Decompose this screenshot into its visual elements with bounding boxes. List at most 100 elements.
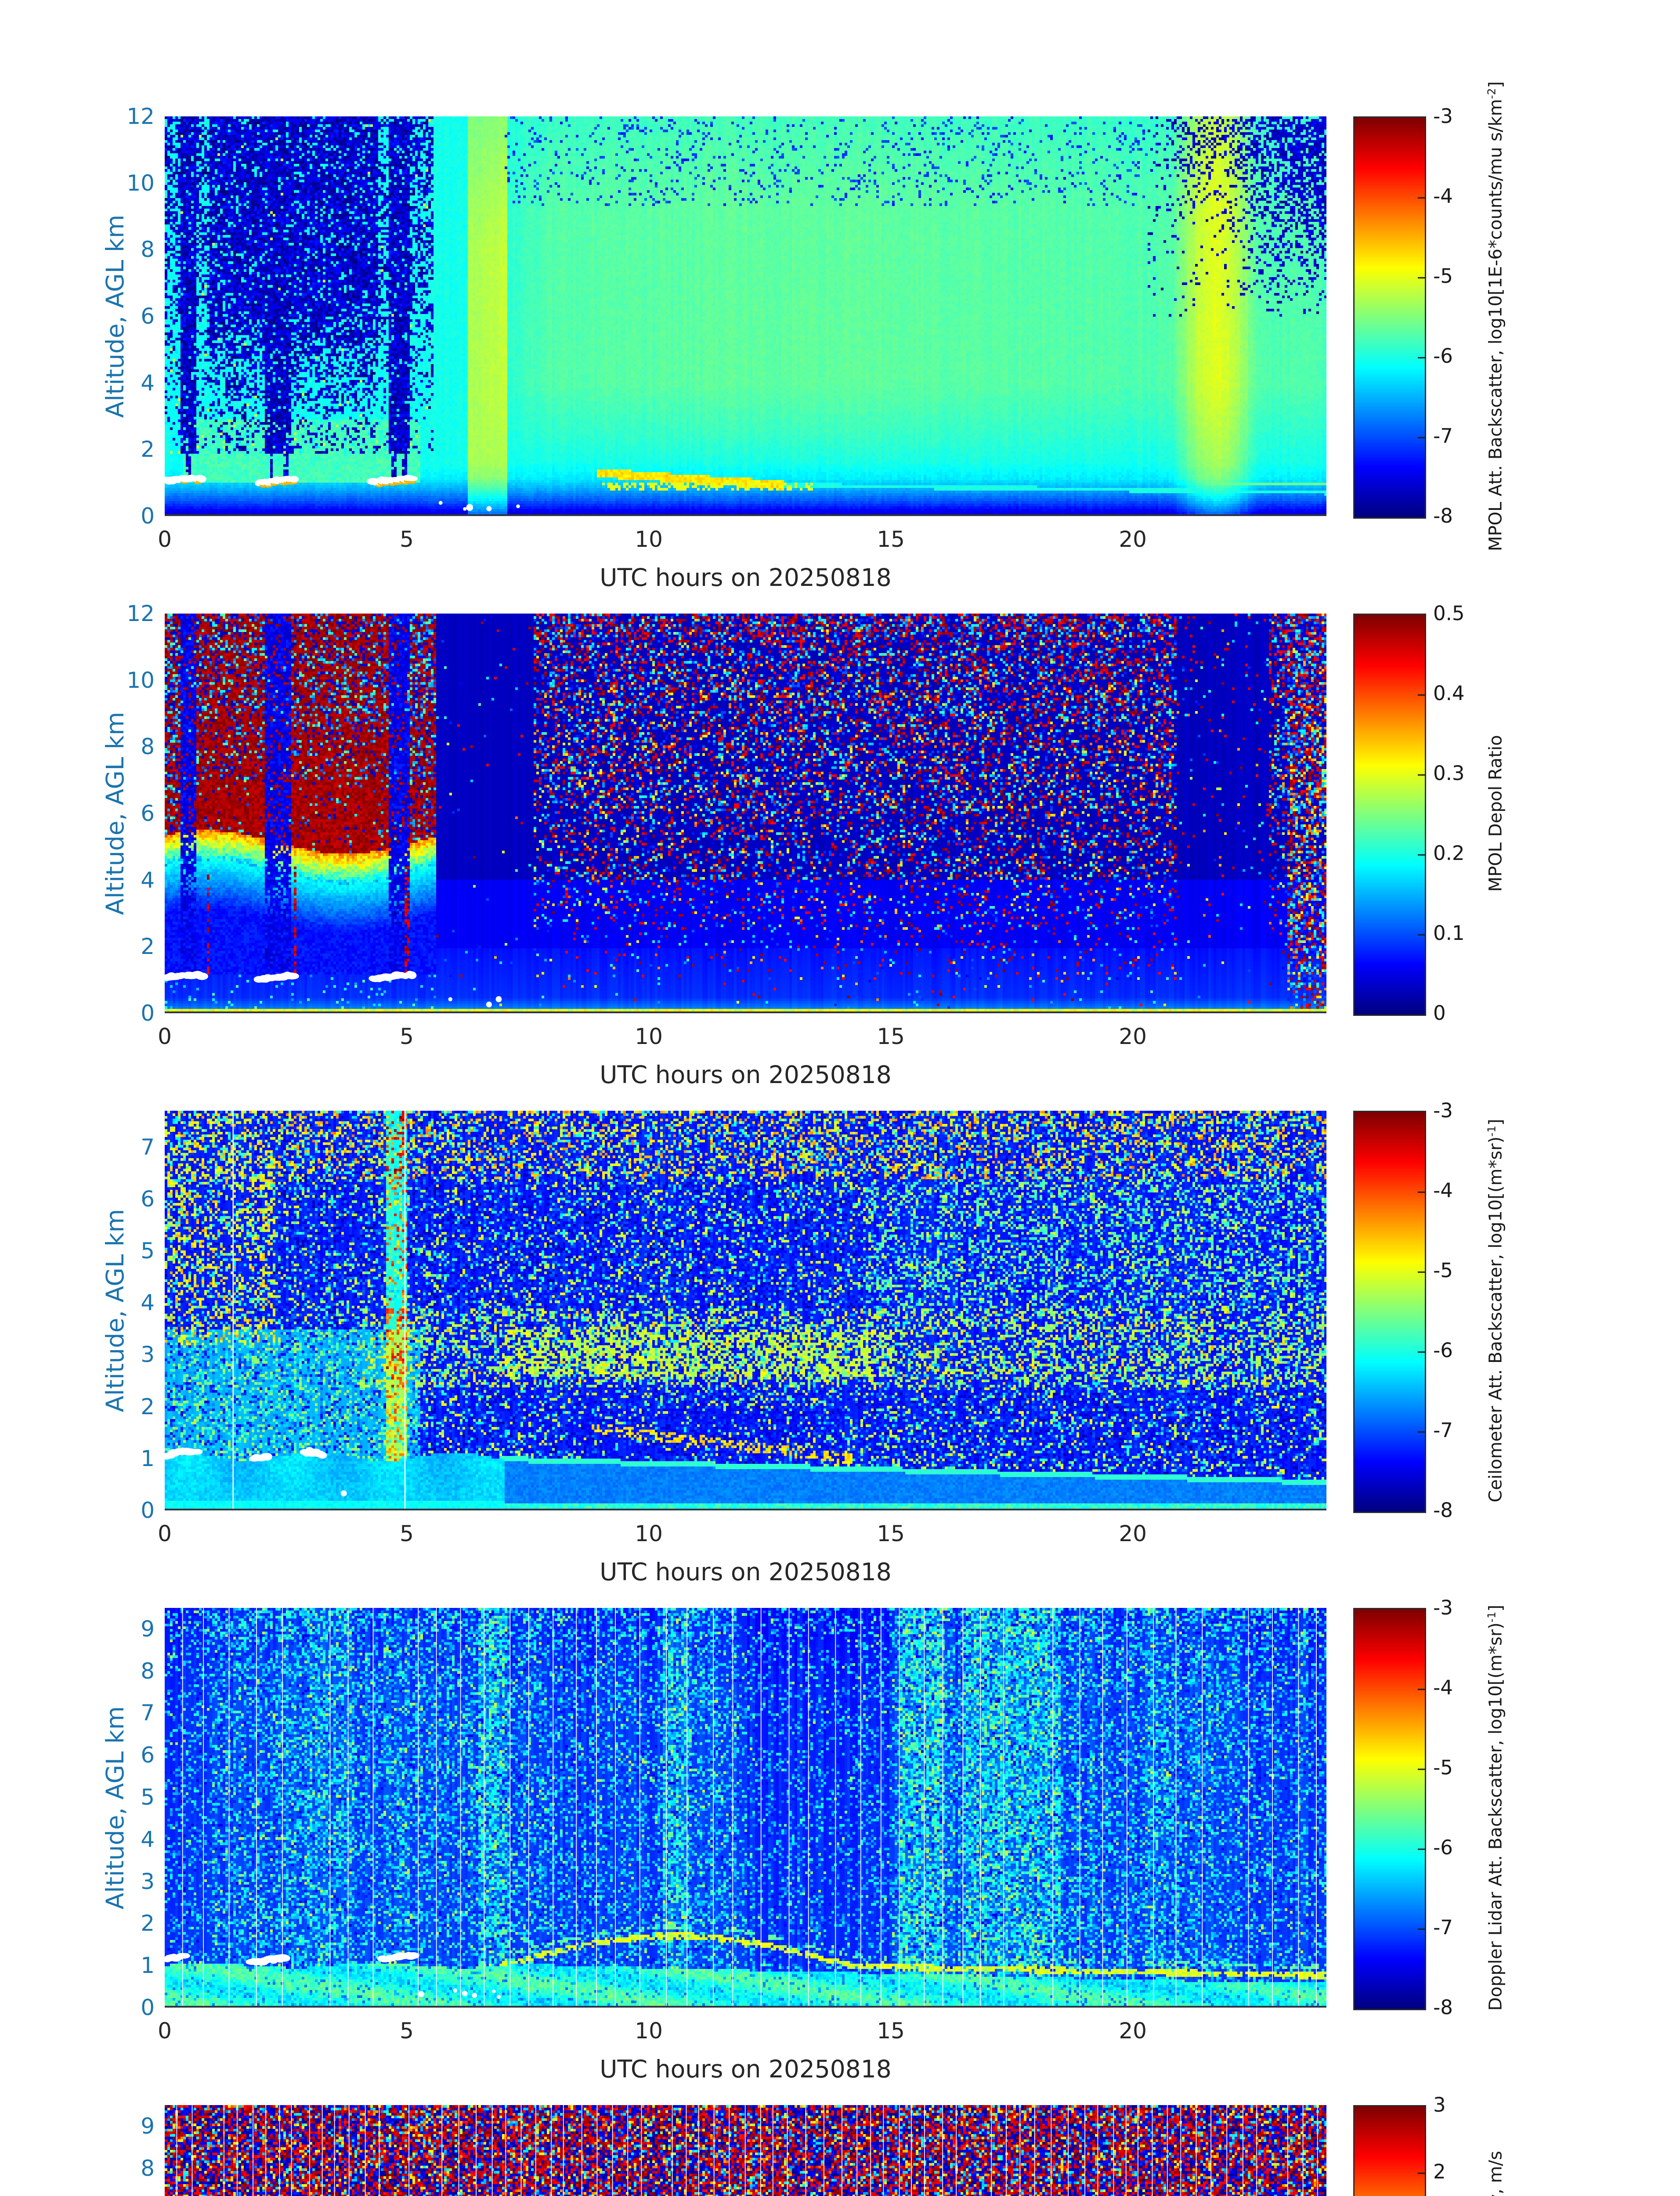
y-tick-label: 3 xyxy=(141,1868,155,1894)
y-tick-label: 0 xyxy=(141,1995,155,2020)
colorbar-tick-label: -7 xyxy=(1433,1419,1453,1442)
heatmap-mpol_depol xyxy=(165,614,1326,1013)
colorbar-label: MPOL Att. Backscatter, log10[1E-6*counts… xyxy=(1485,81,1506,551)
y-tick-label: 6 xyxy=(141,303,155,329)
y-tick-label: 0 xyxy=(141,1000,155,1026)
heatmap-doppler_velocity xyxy=(165,2105,1326,2196)
colorbar-tick-label: 0.3 xyxy=(1433,762,1465,785)
colorbar-label-text: MPOL Att. Backscatter, log10[1E-6*counts… xyxy=(1485,99,1506,551)
colorbar-label-suffix: ] xyxy=(1485,1604,1506,1612)
colorbar-tick-label: 0.5 xyxy=(1433,602,1465,625)
y-tick-label: 6 xyxy=(141,1742,155,1768)
y-tick-label: 6 xyxy=(141,1186,155,1212)
x-tick-label: 5 xyxy=(400,2018,414,2044)
colorbar-doppler_velocity xyxy=(1353,2105,1426,2196)
y-tick-label: 12 xyxy=(126,601,155,626)
colorbar-tick-label: 0.4 xyxy=(1433,682,1465,705)
colorbar-label-superscript: -2 xyxy=(1485,88,1498,99)
x-tick-label: 20 xyxy=(1119,1024,1147,1049)
heatmap-ceilometer_backscatter xyxy=(165,1111,1326,1510)
colorbar-tick-label: 3 xyxy=(1433,2093,1446,2117)
y-tick-label: 7 xyxy=(141,1700,155,1726)
colorbar-mpol_backscatter xyxy=(1353,116,1426,519)
y-tick-label: 4 xyxy=(141,370,155,396)
x-tick-label: 0 xyxy=(158,1024,172,1049)
y-tick-label: 10 xyxy=(126,170,155,196)
y-tick-label: 8 xyxy=(141,734,155,760)
colorbar-tick-label: -7 xyxy=(1433,1916,1453,1939)
y-tick-label: 2 xyxy=(141,1394,155,1419)
colorbar-tick-label: -4 xyxy=(1433,184,1453,208)
colorbar-tick-label: -6 xyxy=(1433,344,1453,368)
x-tick-label: 5 xyxy=(400,1521,414,1546)
y-tick-label: 12 xyxy=(126,104,155,129)
colorbar-label-text: Doppler Lidar Vertical Velocity, m/s xyxy=(1486,2151,1506,2196)
y-tick-label: 2 xyxy=(141,437,155,462)
colorbar-tick-label: -8 xyxy=(1433,1499,1453,1522)
panel-doppler_backscatter: Altitude, AGL km 0 1 2 3 4 5 6 7 8 9 0 5 10 15 20 UTC ho… xyxy=(0,1596,1680,2106)
colorbar-label-text: MPOL Depol Ratio xyxy=(1485,735,1506,892)
y-tick-label: 4 xyxy=(141,1826,155,1852)
y-tick-label: 2 xyxy=(141,1911,155,1936)
colorbar-label-suffix: ] xyxy=(1485,1119,1506,1126)
y-tick-label: 1 xyxy=(141,1953,155,1979)
x-tick-label: 10 xyxy=(635,1521,663,1546)
colorbar-tick-label: -8 xyxy=(1433,1996,1453,2019)
x-axis-label: UTC hours on 20250818 xyxy=(600,1061,892,1089)
y-tick-label: 8 xyxy=(141,237,155,263)
colorbar-tick-label: -3 xyxy=(1433,1099,1453,1122)
colorbar-tick-label: 0.2 xyxy=(1433,842,1465,865)
colorbar-tick-label: 2 xyxy=(1433,2160,1446,2183)
x-tick-label: 15 xyxy=(877,527,905,552)
colorbar-tick-label: -4 xyxy=(1433,1179,1453,1202)
y-tick-label: 0 xyxy=(141,503,155,529)
x-tick-label: 20 xyxy=(1119,2018,1147,2044)
colorbar-tick-label: -3 xyxy=(1433,1596,1453,1619)
colorbar-label-superscript: -1 xyxy=(1485,1611,1498,1623)
colorbar-tick-label: -7 xyxy=(1433,424,1453,448)
y-tick-label: 4 xyxy=(141,1290,155,1316)
y-tick-label: 5 xyxy=(141,1238,155,1264)
colorbar-tick-label: 0.1 xyxy=(1433,921,1465,945)
y-tick-label: 10 xyxy=(126,667,155,693)
colorbar-label: Doppler Lidar Att. Backscatter, log10[(m… xyxy=(1485,1605,1506,2011)
x-tick-label: 0 xyxy=(158,527,172,552)
colorbar-tick-label: -4 xyxy=(1433,1676,1453,1699)
x-tick-label: 15 xyxy=(877,2018,905,2044)
x-tick-label: 20 xyxy=(1119,1521,1147,1546)
x-tick-label: 5 xyxy=(400,527,414,552)
colorbar-label-text: Ceilometer Att. Backscatter, log10[(m*sr… xyxy=(1485,1136,1506,1503)
heatmap-doppler_backscatter xyxy=(165,1608,1326,2008)
y-tick-label: 8 xyxy=(141,2155,155,2181)
y-tick-label: 6 xyxy=(141,801,155,826)
y-tick-label: 9 xyxy=(141,2113,155,2139)
x-tick-label: 0 xyxy=(158,2018,172,2044)
y-tick-label: 7 xyxy=(141,1134,155,1160)
y-tick-label: 8 xyxy=(141,1658,155,1684)
x-tick-label: 15 xyxy=(877,1521,905,1546)
colorbar-ceilometer_backscatter xyxy=(1353,1111,1426,1513)
colorbar-tick-label: -6 xyxy=(1433,1836,1453,1859)
colorbar-label: MPOL Depol Ratio xyxy=(1485,735,1506,892)
x-tick-label: 10 xyxy=(635,2018,663,2044)
y-tick-label: 1 xyxy=(141,1445,155,1471)
x-tick-label: 10 xyxy=(635,1024,663,1049)
colorbar-label-suffix: ] xyxy=(1485,81,1506,88)
x-tick-label: 15 xyxy=(877,1024,905,1049)
y-tick-label: 0 xyxy=(141,1498,155,1523)
y-tick-label: 4 xyxy=(141,867,155,893)
x-tick-label: 5 xyxy=(400,1024,414,1049)
colorbar-tick-label: 0 xyxy=(1433,1001,1446,1025)
colorbar-tick-label: -5 xyxy=(1433,1756,1453,1779)
panel-ceilometer_backscatter: Altitude, AGL km 0 1 2 3 4 5 6 7 0 5 10 15 20 UTC hour… xyxy=(0,1099,1680,1609)
colorbar-tick-label: -5 xyxy=(1433,1259,1453,1282)
y-tick-label: 3 xyxy=(141,1342,155,1368)
x-tick-label: 20 xyxy=(1119,527,1147,552)
y-tick-label: 5 xyxy=(141,1784,155,1810)
colorbar-label-text: Doppler Lidar Att. Backscatter, log10[(m… xyxy=(1485,1622,1506,2011)
x-tick-label: 0 xyxy=(158,1521,172,1546)
x-axis-label: UTC hours on 20250818 xyxy=(600,1558,892,1586)
colorbar-label-superscript: -1 xyxy=(1485,1125,1498,1137)
colorbar-tick-label: -8 xyxy=(1433,504,1453,527)
